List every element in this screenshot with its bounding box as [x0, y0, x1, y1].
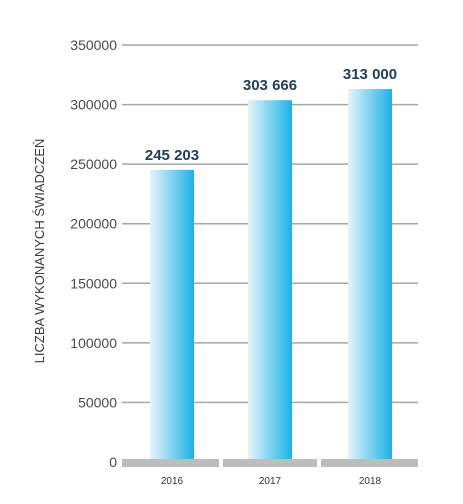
category-label-2017: 2017	[259, 476, 282, 487]
y-tick-label: 200000	[70, 216, 117, 232]
baseline-segment	[223, 459, 317, 467]
category-labels: 2016 2017 2018	[161, 476, 382, 487]
bar-2017	[248, 100, 292, 463]
bars	[150, 89, 392, 463]
y-tick-label: 0	[109, 454, 117, 470]
y-tick-label: 300000	[70, 97, 117, 113]
y-axis-title: LICZBA WYKONANYCH ŚWIADCZEŃ	[32, 139, 47, 364]
y-tick-label: 50000	[78, 394, 117, 410]
y-tick-label: 150000	[70, 275, 117, 291]
value-label-2017: 303 666	[243, 77, 297, 94]
y-tick-labels: 0 50000 100000 150000 200000 250000 300000 3500…	[70, 37, 117, 470]
category-label-2018: 2018	[359, 476, 382, 487]
baseline	[122, 459, 418, 467]
value-labels: 245 203 303 666 313 000	[145, 66, 397, 164]
category-label-2016: 2016	[161, 476, 184, 487]
y-tick-label: 250000	[70, 156, 117, 172]
value-label-2018: 313 000	[343, 66, 397, 83]
baseline-segment	[122, 459, 219, 467]
y-tick-label: 350000	[70, 37, 117, 53]
bar-2018	[348, 89, 392, 462]
baseline-segment	[321, 459, 418, 467]
y-tick-label: 100000	[70, 335, 117, 351]
value-label-2016: 245 203	[145, 147, 199, 164]
bar-2016	[150, 169, 194, 462]
